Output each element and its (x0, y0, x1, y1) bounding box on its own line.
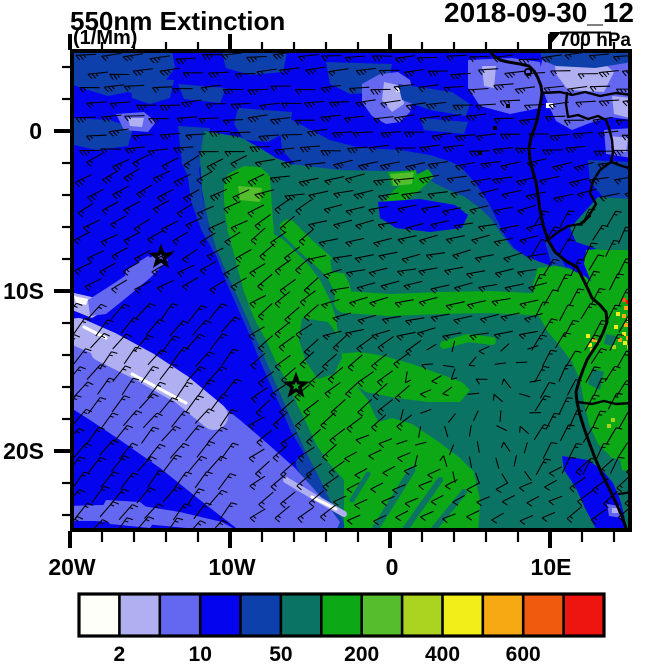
svg-text:10W: 10W (208, 554, 256, 580)
svg-text:2018-09-30_12: 2018-09-30_12 (444, 0, 634, 28)
svg-text:600: 600 (506, 643, 541, 666)
svg-text:200: 200 (344, 643, 379, 666)
svg-text:50: 50 (269, 643, 292, 666)
svg-text:700 hPa: 700 hPa (559, 30, 631, 51)
svg-text:20W: 20W (48, 554, 96, 580)
svg-text:400: 400 (425, 643, 460, 666)
svg-text:20S: 20S (3, 438, 44, 464)
svg-text:10E: 10E (531, 554, 572, 580)
svg-text:2: 2 (114, 643, 126, 666)
svg-text:10: 10 (189, 643, 212, 666)
svg-text:0: 0 (29, 118, 42, 144)
svg-text:10S: 10S (3, 278, 44, 304)
svg-text:0: 0 (386, 554, 399, 580)
svg-text:550nm Extinction: 550nm Extinction (70, 6, 285, 36)
svg-text:(1/Mm): (1/Mm) (73, 27, 137, 49)
